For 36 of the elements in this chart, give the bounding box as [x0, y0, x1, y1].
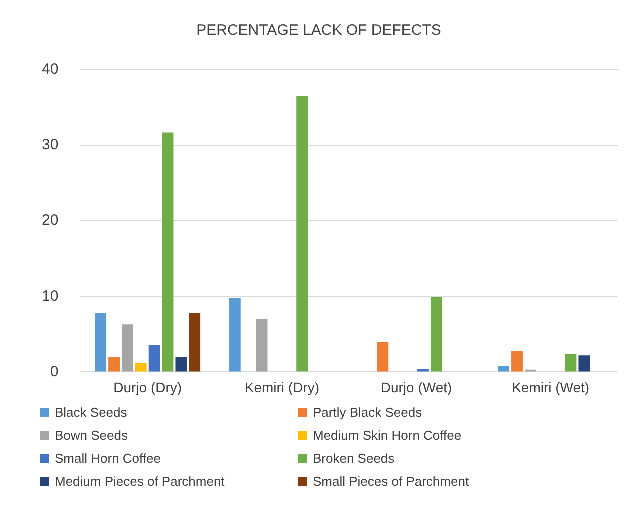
legend-label: Small Horn Coffee — [55, 451, 161, 466]
legend-label: Partly Black Seeds — [313, 405, 422, 420]
chart-title: PERCENTAGE LACK OF DEFECTS — [196, 22, 442, 40]
bar — [377, 342, 389, 372]
y-tick-label: 30 — [42, 136, 59, 154]
bar — [135, 363, 147, 372]
bar — [498, 366, 510, 372]
bar — [418, 369, 429, 372]
y-tick-label: 20 — [42, 212, 59, 230]
bar — [176, 357, 188, 372]
bar — [256, 319, 268, 372]
bar — [578, 356, 590, 372]
legend-label: Small Pieces of Parchment — [313, 474, 470, 489]
bar — [296, 96, 308, 372]
x-tick-label: Durjo (Dry) — [114, 379, 182, 396]
y-tick-label: 40 — [42, 61, 59, 78]
bar — [122, 324, 134, 372]
legend-label: Broken Seeds — [313, 451, 395, 466]
x-tick-label: Durjo (Wet) — [380, 379, 452, 396]
y-tick-label: 10 — [42, 288, 59, 305]
y-tick-label: 0 — [50, 363, 59, 380]
legend-label: Bown Seeds — [55, 428, 128, 443]
legend-label: Medium Skin Horn Coffee — [313, 428, 462, 443]
x-tick-label: Kemiri (Wet) — [512, 379, 590, 396]
bar — [162, 132, 174, 372]
legend-label: Black Seeds — [55, 405, 128, 420]
bar — [565, 354, 577, 372]
legend-label: Medium Pieces of Parchment — [55, 474, 225, 489]
bar — [148, 345, 160, 372]
bar — [108, 357, 120, 372]
bar — [430, 297, 442, 372]
bar — [512, 351, 523, 372]
x-tick-label: Kemiri (Dry) — [244, 379, 320, 396]
bar — [229, 298, 241, 372]
bar — [189, 313, 201, 372]
bar — [95, 313, 107, 372]
